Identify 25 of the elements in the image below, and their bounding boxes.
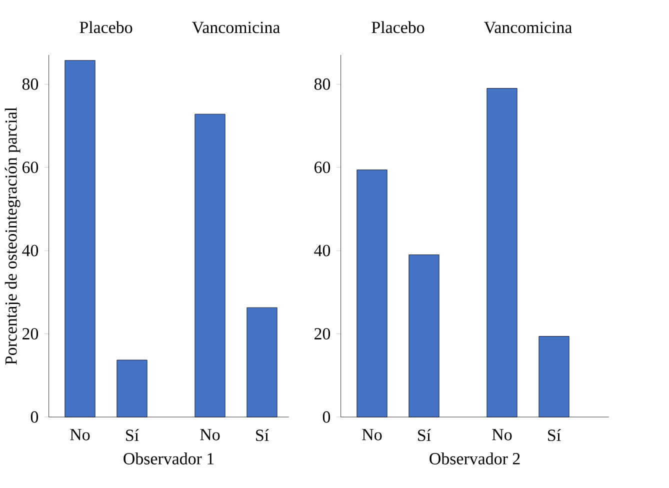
y-tick-label: 80 <box>22 78 38 90</box>
y-axis-title: Porcentaje de osteointegración parcial <box>4 107 20 365</box>
text: Vancomicina <box>192 22 280 34</box>
x-axis-title: Observador 2 <box>430 452 520 464</box>
y-tick-label: 20 <box>314 328 330 340</box>
x-tick-label: Sí <box>126 429 139 442</box>
y-tick-label: 0 <box>30 411 38 423</box>
y-tick-label: 40 <box>22 244 38 256</box>
text: Placebo <box>80 21 132 34</box>
x-tick-label: No <box>362 429 382 440</box>
x-tick-label: No <box>492 429 512 440</box>
y-tick-label: 80 <box>314 78 330 90</box>
x-axis-title: Observador 1 <box>124 452 214 464</box>
x-tick-label: Sí <box>256 429 269 442</box>
x-tick-label: No <box>70 429 90 440</box>
text: Vancomicina <box>484 22 572 34</box>
text: Placebo <box>372 21 424 34</box>
y-tick-label: 60 <box>22 162 38 174</box>
x-tick-label: Sí <box>418 429 431 442</box>
x-tick-label: No <box>200 429 220 440</box>
y-tick-label: 60 <box>314 162 330 174</box>
y-tick-label: 20 <box>22 328 38 340</box>
y-tick-label: 0 <box>322 411 330 423</box>
y-tick-label: 40 <box>314 244 330 256</box>
x-tick-label: Sí <box>548 429 561 442</box>
